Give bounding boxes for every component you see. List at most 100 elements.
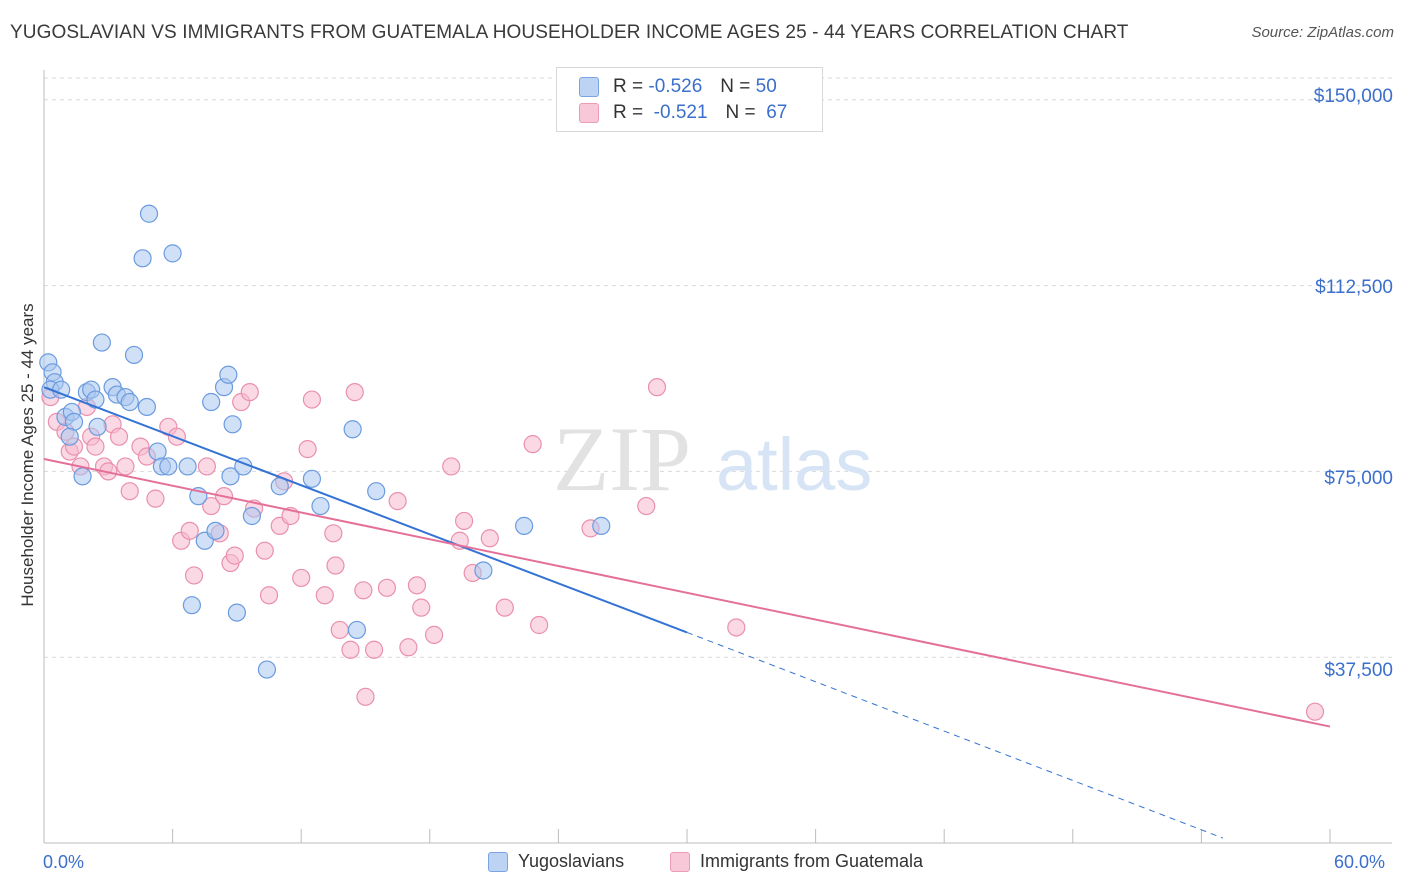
data-point-guatemala [116, 457, 135, 476]
data-point-yugoslavians [92, 333, 111, 352]
data-point-guatemala [341, 640, 360, 659]
data-point-guatemala [225, 546, 244, 565]
data-point-guatemala [146, 489, 165, 508]
data-point-yugoslavians [60, 427, 79, 446]
y-tick-label-75000: $75,000 [1324, 468, 1393, 489]
data-point-guatemala [356, 687, 375, 706]
data-point-guatemala [240, 383, 259, 402]
legend-r-label: R = [613, 102, 644, 123]
data-point-yugoslavians [223, 415, 242, 434]
legend-n-label: N = [720, 76, 751, 97]
legend-item-guatemala[interactable]: Immigrants from Guatemala [670, 851, 923, 872]
legend-r-value: -0.521 [653, 102, 708, 123]
data-point-yugoslavians [347, 620, 367, 640]
watermark-zip: ZIP [553, 408, 691, 510]
data-point-guatemala [120, 482, 139, 501]
legend-item-yugoslavians[interactable]: Yugoslavians [488, 851, 624, 872]
trend-line-yugoslavians [43, 386, 688, 634]
data-point-yugoslavians [367, 482, 386, 501]
data-point-yugoslavians [311, 496, 330, 516]
data-point-yugoslavians [86, 390, 105, 409]
data-point-yugoslavians [88, 417, 107, 436]
data-point-guatemala [202, 496, 221, 516]
source-label: Source: ZipAtlas.com [1251, 24, 1394, 41]
data-point-yugoslavians [257, 660, 277, 679]
watermark: ZIP atlas [553, 408, 872, 510]
data-point-yugoslavians [515, 516, 534, 535]
data-point-guatemala [399, 638, 418, 657]
x-tick-label-min: 0.0% [43, 852, 85, 872]
axes [43, 70, 1392, 844]
data-point-guatemala [354, 581, 373, 600]
data-point-yugoslavians [163, 244, 182, 263]
data-point-guatemala [412, 598, 431, 617]
chart-title: YUGOSLAVIAN VS IMMIGRANTS FROM GUATEMALA… [10, 22, 1129, 43]
y-tick-label-37500: $37,500 [1324, 660, 1393, 681]
data-point-yugoslavians [73, 467, 92, 486]
data-point-guatemala [292, 568, 311, 588]
data-point-guatemala [454, 511, 474, 531]
correlation-legend: R = -0.526 N = 50 R = -0.521 N = 67 [556, 67, 823, 132]
data-point-yugoslavians [227, 603, 246, 622]
legend-n-value: 50 [755, 76, 777, 97]
data-point-guatemala [364, 640, 384, 659]
data-point-yugoslavians [206, 521, 225, 540]
data-point-guatemala [197, 457, 216, 476]
data-point-yugoslavians [302, 469, 322, 488]
data-point-guatemala [109, 427, 129, 446]
data-point-guatemala [315, 586, 334, 605]
data-point-guatemala [407, 576, 427, 595]
data-point-yugoslavians [124, 345, 144, 365]
trend-line-guatemala [43, 458, 1331, 728]
legend-row-yugoslavians: R = -0.526 N = 50 [579, 75, 777, 99]
data-point-guatemala [727, 618, 746, 637]
legend-swatch-guatemala [579, 103, 599, 123]
data-point-guatemala [637, 496, 656, 516]
data-point-guatemala [523, 435, 542, 454]
watermark-atlas: atlas [716, 423, 872, 506]
data-point-guatemala [326, 556, 345, 575]
legend-n-value: 67 [766, 102, 788, 123]
legend-swatch-yugoslavians [579, 77, 599, 97]
data-point-yugoslavians [592, 516, 611, 535]
data-point-yugoslavians [139, 204, 159, 223]
legend-r-label: R = [613, 76, 644, 97]
series-yugoslavians-points [39, 204, 611, 679]
data-point-guatemala [495, 598, 514, 617]
trend-lines [43, 386, 1331, 839]
data-point-guatemala [330, 620, 349, 640]
data-point-guatemala [424, 625, 444, 644]
data-point-guatemala [167, 427, 186, 446]
data-point-guatemala [1305, 702, 1325, 721]
trend-line-yugoslavians-extrapolated [686, 631, 1224, 839]
legend-swatch-guatemala [670, 851, 690, 872]
legend-n-label: N = [725, 102, 756, 123]
y-tick-label-112500: $112,500 [1315, 277, 1393, 298]
data-point-guatemala [480, 529, 499, 548]
data-point-yugoslavians [120, 392, 139, 412]
data-point-guatemala [184, 566, 204, 585]
data-point-yugoslavians [343, 420, 362, 439]
data-point-guatemala [255, 541, 274, 560]
data-point-guatemala [377, 578, 397, 597]
legend-r-value: -0.526 [648, 76, 703, 97]
y-tick-label-150000: $150,000 [1313, 86, 1393, 107]
data-point-yugoslavians [133, 249, 152, 268]
data-point-guatemala [388, 492, 407, 511]
data-point-guatemala [298, 439, 317, 459]
grid-lines [44, 77, 1392, 658]
legend-label-yugoslavians: Yugoslavians [518, 851, 625, 871]
data-point-yugoslavians [242, 506, 262, 526]
data-point-guatemala [324, 524, 343, 543]
data-point-yugoslavians [178, 457, 197, 476]
data-point-yugoslavians [182, 596, 201, 615]
data-point-guatemala [345, 383, 364, 402]
legend-swatch-yugoslavians [488, 851, 508, 872]
data-point-yugoslavians [474, 561, 493, 580]
data-point-guatemala [86, 437, 105, 456]
data-point-guatemala [442, 457, 461, 476]
legend-label-guatemala: Immigrants from Guatemala [700, 851, 924, 871]
legend-row-guatemala: R = -0.521 N = 67 [579, 101, 787, 125]
data-point-yugoslavians [221, 467, 240, 486]
